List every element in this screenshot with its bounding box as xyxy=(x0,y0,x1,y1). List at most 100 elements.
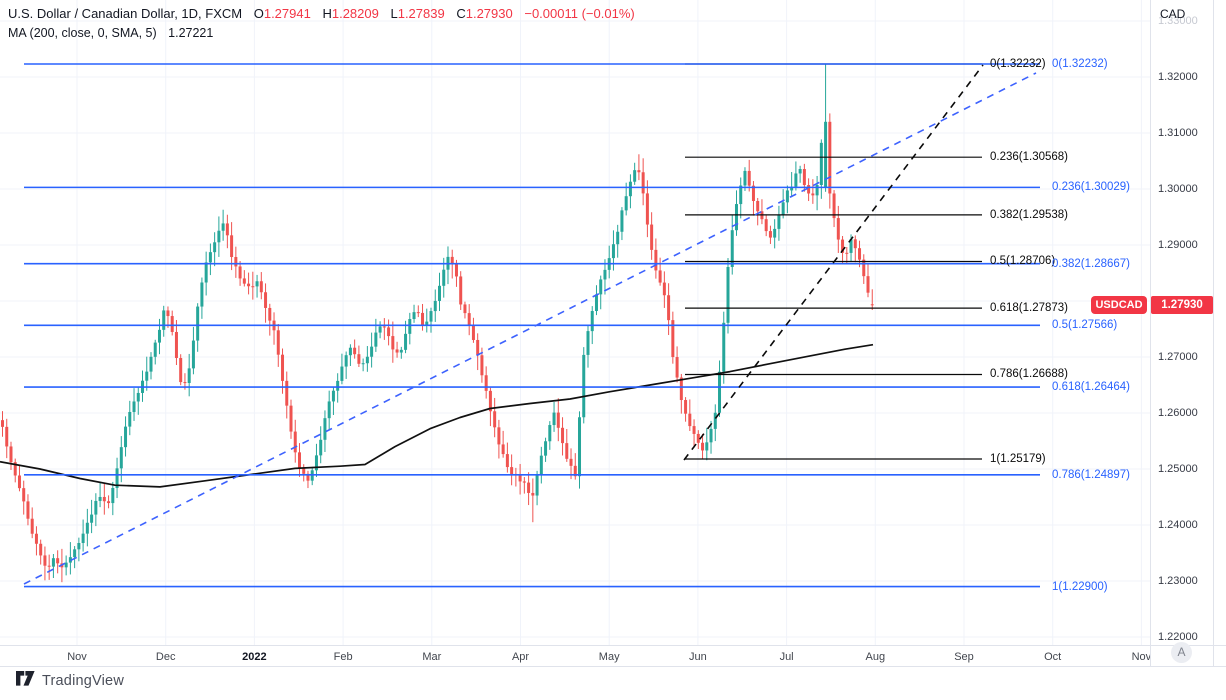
candle-body xyxy=(370,346,374,357)
candle-body xyxy=(794,173,798,187)
candle-body xyxy=(849,239,853,253)
candle-body xyxy=(314,455,318,471)
candle-body xyxy=(102,496,106,502)
candle-body xyxy=(174,331,178,359)
candle-body xyxy=(39,543,43,556)
candle-body xyxy=(302,467,306,474)
trend-blue-dashed[interactable] xyxy=(23,72,1037,585)
candle-body xyxy=(561,427,565,444)
candle-body xyxy=(183,382,187,384)
time-axis-label: Mar xyxy=(422,651,442,663)
candle-body xyxy=(166,310,170,317)
candle-body xyxy=(781,202,785,215)
symbol-title[interactable]: U.S. Dollar / Canadian Dollar, 1D, FXCM xyxy=(8,6,243,21)
fib-black-label: 0.786(1.26688) xyxy=(990,368,1069,381)
candle-body xyxy=(264,292,268,308)
candle-body xyxy=(658,270,662,283)
candle-body xyxy=(327,401,331,419)
tradingview-attribution[interactable]: TradingView xyxy=(16,671,124,691)
candle-body xyxy=(603,269,607,280)
last-price-tag: 1.27930 xyxy=(1151,296,1213,314)
candle-body xyxy=(293,431,297,453)
candle-body xyxy=(225,223,229,236)
time-axis-label: Nov xyxy=(67,651,87,663)
candle-body xyxy=(43,555,47,566)
candle-body xyxy=(51,558,55,567)
candle-body xyxy=(361,363,365,365)
candle-body xyxy=(5,426,9,447)
candle-body xyxy=(191,340,195,369)
candle-body xyxy=(539,455,543,476)
price-axis-label: 1.27000 xyxy=(1158,351,1198,363)
candle-body xyxy=(522,481,526,483)
candle-body xyxy=(255,281,259,287)
fib-black-label: 0.382(1.29538) xyxy=(990,208,1069,221)
open-value: 1.27941 xyxy=(263,6,311,21)
fib-blue[interactable] xyxy=(24,63,1040,588)
price-axis-label: 1.31000 xyxy=(1158,127,1198,139)
candle-body xyxy=(387,327,391,337)
candle-body xyxy=(535,475,539,496)
candle-body xyxy=(399,349,403,353)
fib-blue-label: 0.618(1.26464) xyxy=(1052,381,1131,394)
candle-body xyxy=(331,390,335,402)
candle-body xyxy=(705,442,709,451)
price-axis-label: 1.24000 xyxy=(1158,519,1198,531)
candle-body xyxy=(213,242,217,253)
candle-body xyxy=(578,417,582,477)
candle-body xyxy=(527,482,531,493)
candle-body xyxy=(85,522,89,534)
candle-body xyxy=(285,380,289,406)
candle-body xyxy=(230,235,234,258)
candle-body xyxy=(425,321,429,326)
candle-body xyxy=(798,169,802,174)
candle-body xyxy=(170,316,174,332)
candle-body xyxy=(136,392,140,402)
candle-body xyxy=(276,330,280,355)
candle-body xyxy=(531,492,535,496)
candle-body xyxy=(217,230,221,243)
open-label: O xyxy=(253,6,264,21)
candle-body xyxy=(858,248,862,260)
close-label: C xyxy=(456,6,466,21)
candle-body xyxy=(81,533,85,544)
candle-body xyxy=(1,420,4,427)
change-value: −0.00011 (−0.01%) xyxy=(524,6,635,21)
candle-body xyxy=(128,411,132,427)
candle-body xyxy=(696,433,700,443)
candle-body xyxy=(365,356,369,364)
candle-body xyxy=(132,401,136,412)
candle-body xyxy=(408,319,412,334)
candle-body xyxy=(747,170,751,186)
candle-body xyxy=(841,239,845,253)
candle-body xyxy=(488,390,492,412)
candle-body xyxy=(650,224,654,250)
candle-body xyxy=(30,518,34,534)
candle-body xyxy=(149,356,153,372)
ma-indicator-legend[interactable]: MA (200, close, 0, SMA, 5) 1.27221 xyxy=(8,26,213,40)
candle-body xyxy=(662,282,666,296)
trend-black-dashed[interactable] xyxy=(683,64,984,461)
time-axis-label: Sep xyxy=(954,651,974,663)
ma-label: MA (200, close, 0, SMA, 5) xyxy=(8,26,157,40)
candle-body xyxy=(624,196,628,211)
time-axis-label: Aug xyxy=(865,651,886,663)
candle-body xyxy=(734,204,738,231)
candle-body xyxy=(866,276,870,293)
auto-scale-button[interactable]: A xyxy=(1171,642,1192,663)
candle-body xyxy=(17,475,21,489)
candle-body xyxy=(675,357,679,378)
candle-body xyxy=(590,311,594,332)
candle-body xyxy=(90,514,94,523)
candle-body xyxy=(645,193,649,225)
candle-body xyxy=(764,219,768,232)
candle-body xyxy=(348,347,352,356)
candle-body xyxy=(501,444,505,455)
price-axis-label: 1.25000 xyxy=(1158,463,1198,475)
candle-body xyxy=(824,121,828,188)
candle-body xyxy=(124,426,128,448)
candle-body xyxy=(200,282,204,307)
candle-body xyxy=(467,313,471,326)
candle-body xyxy=(773,228,777,238)
